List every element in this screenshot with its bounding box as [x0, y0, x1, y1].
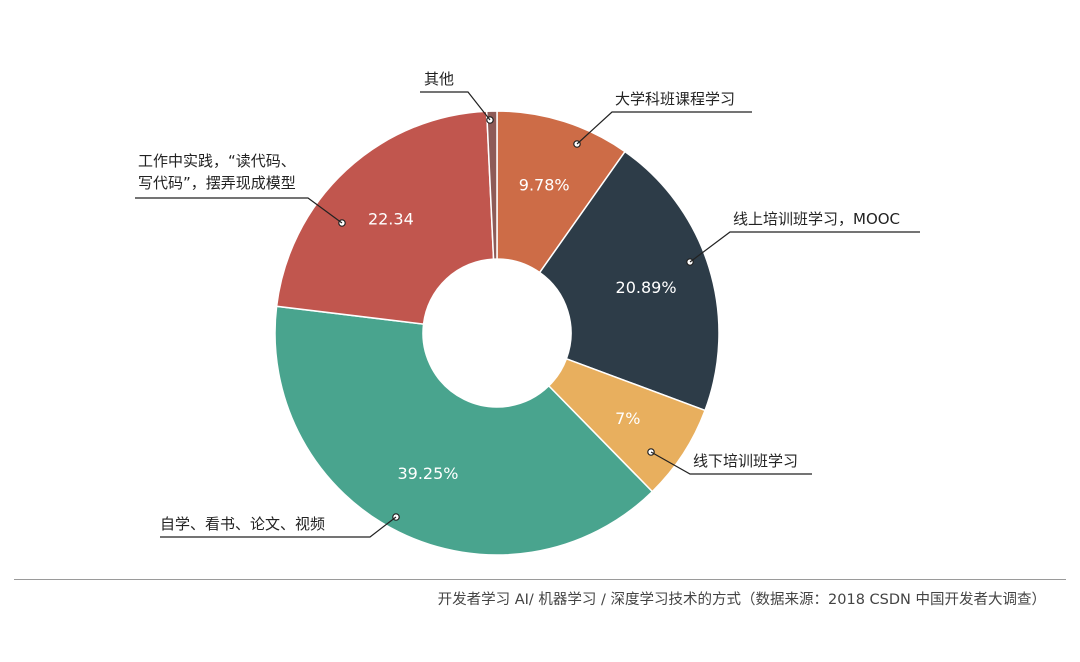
slice-value-label: 22.34: [368, 210, 414, 229]
callout-label: 其他: [424, 70, 454, 88]
callout-leader-line: [135, 197, 343, 224]
chart-caption: 开发者学习 AI/ 机器学习 / 深度学习技术的方式（数据来源：2018 CSD…: [437, 592, 1046, 608]
donut-slice-工作中实践-读代码-写代码-摆弄现成模型: [275, 110, 495, 325]
callout-leader-line: [689, 231, 920, 263]
callout-leader-line: [420, 91, 491, 121]
callout-label: 大学科班课程学习: [615, 90, 735, 108]
callout-leader-line: [576, 111, 752, 145]
callout-label: 工作中实践，“读代码、: [138, 152, 296, 170]
callout-label: 线上培训班学习，MOOC: [733, 210, 900, 228]
callout-leader-line: [160, 516, 397, 538]
donut-slice-其他: [485, 110, 498, 260]
callout-leader-line: [650, 451, 812, 475]
donut-slice-自学-看书-论文-视频: [274, 305, 654, 556]
callout-label: 写代码”，摆弄现成模型: [138, 174, 296, 192]
slice-value-label: 9.78%: [519, 175, 570, 194]
donut-slice-线上培训班学习-MOOC: [538, 150, 720, 412]
slice-value-label: 20.89%: [616, 278, 677, 297]
footer-divider: [14, 579, 1066, 580]
callout-label: 线下培训班学习: [693, 452, 798, 470]
callout-label: 自学、看书、论文、视频: [160, 515, 325, 533]
slice-value-label: 39.25%: [397, 464, 458, 483]
slice-value-label: 7%: [615, 409, 640, 428]
